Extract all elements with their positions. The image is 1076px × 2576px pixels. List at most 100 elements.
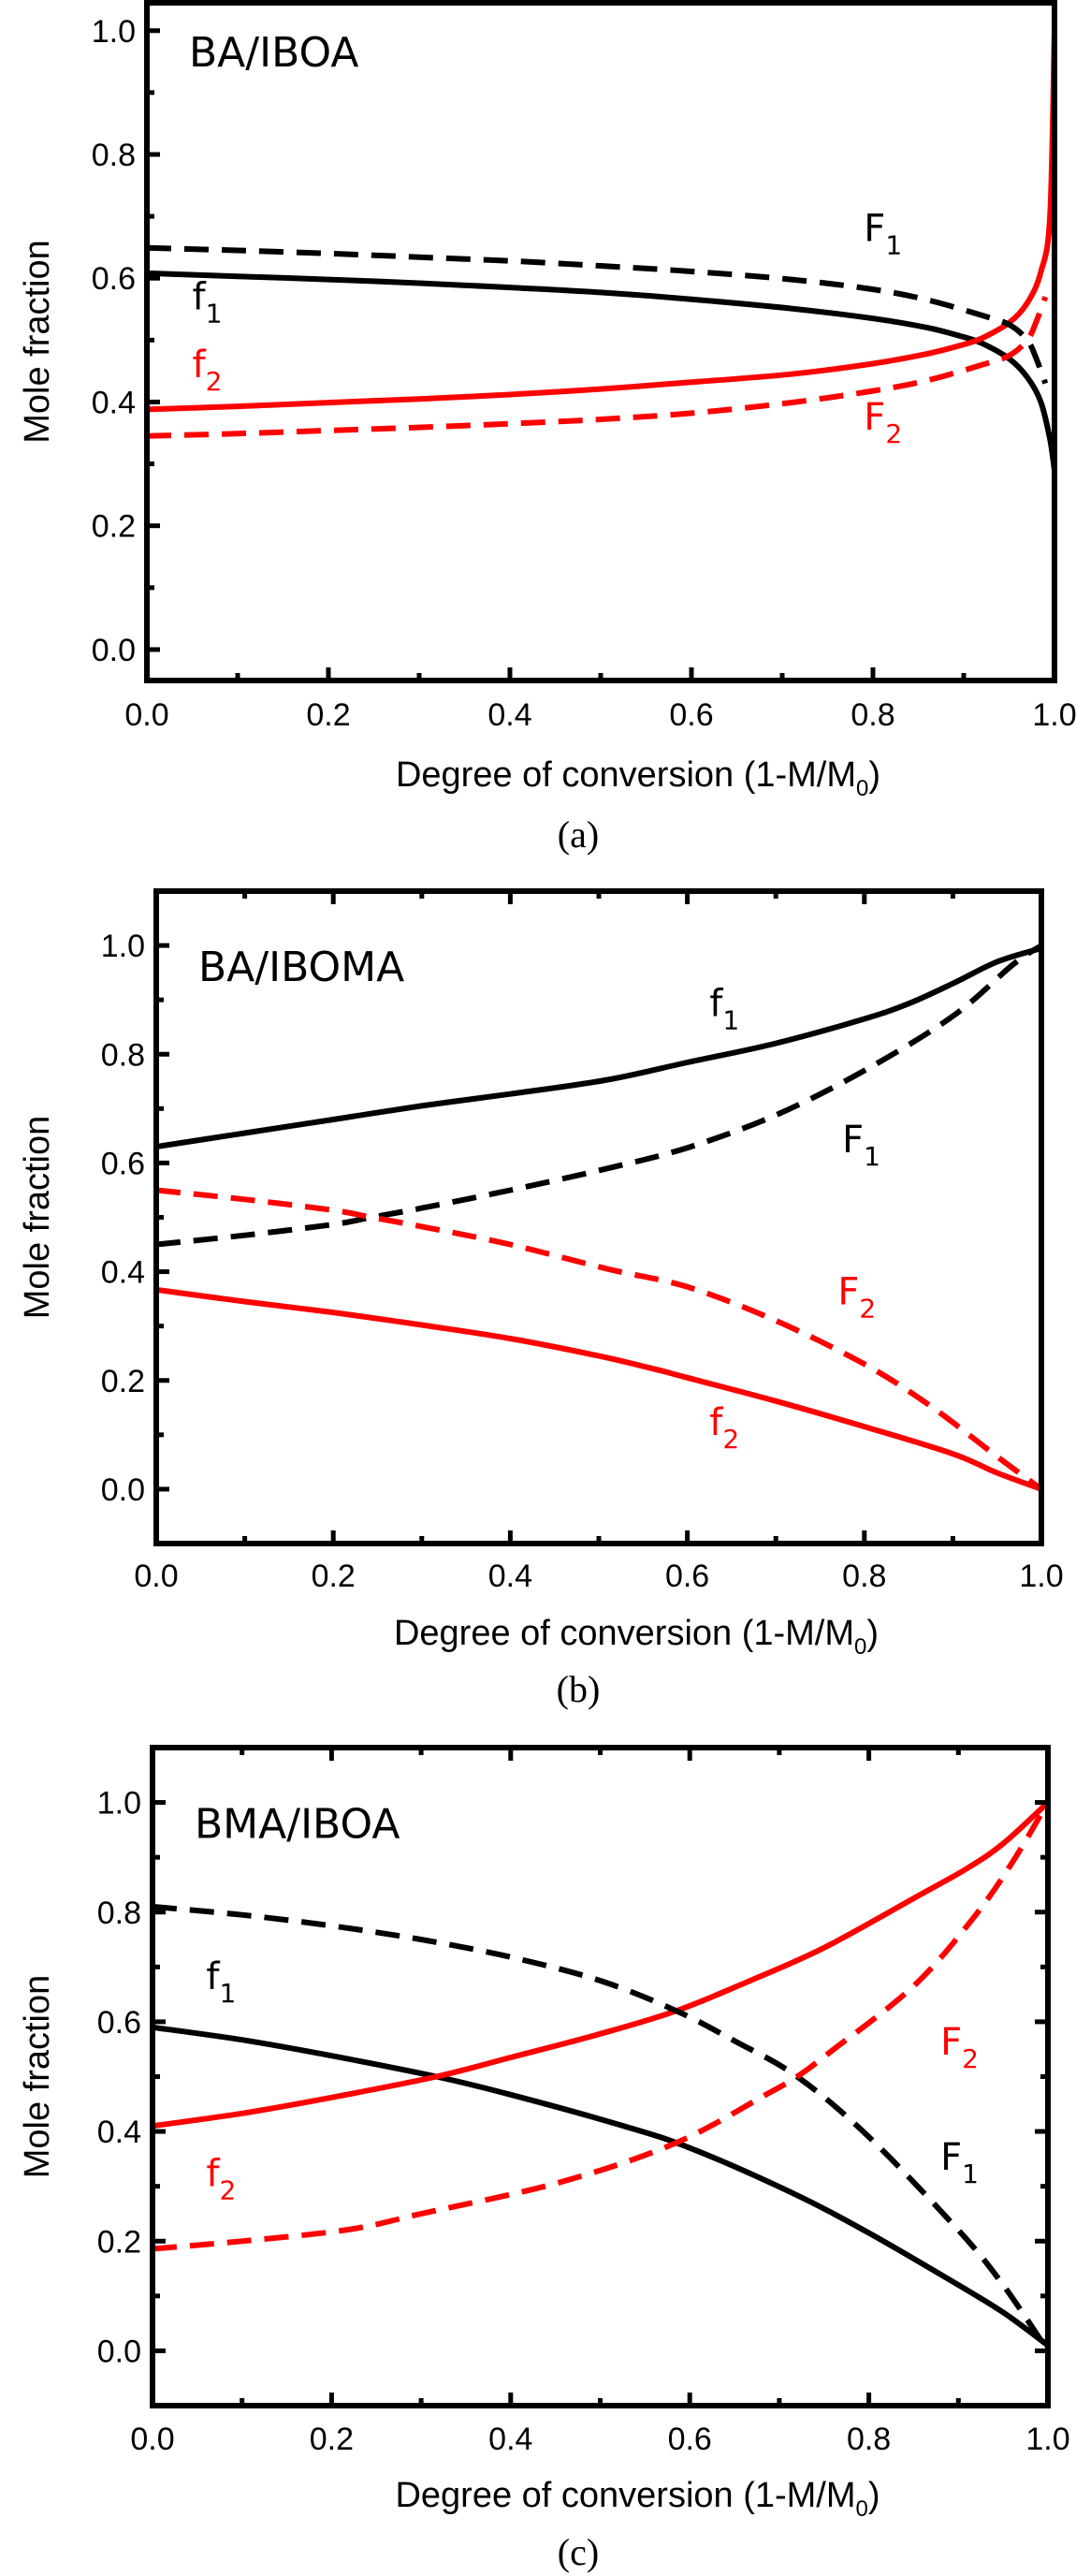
y-tick-label: 1.0 [101, 929, 145, 964]
curves [153, 1800, 1048, 2353]
y-axis-label: Mole fraction [18, 240, 57, 444]
series-F2-line [153, 1801, 1048, 2252]
curve-label-main: F [940, 2136, 962, 2179]
x-tick-label: 0.4 [488, 1559, 532, 1594]
x-axis-label: Degree of conversion (1-M/M0) [394, 1614, 879, 1660]
curve-label-main: f [206, 2153, 220, 2196]
curve-label-f1: f1 [193, 275, 223, 329]
x-axis-label-end: ) [868, 755, 880, 795]
y-tick-label: 0.0 [92, 633, 136, 668]
y-tick-label: 0.6 [92, 261, 136, 297]
curve-label-main: f [206, 1955, 220, 1998]
x-tick-label: 0.4 [487, 697, 531, 733]
curve-label-f2: f2 [193, 344, 223, 397]
curve-label-subscript: 2 [885, 418, 902, 449]
series-f1-line [147, 270, 1054, 471]
y-tick-label: 0.8 [101, 1037, 145, 1073]
x-axis-label-subscript: 0 [854, 1634, 866, 1660]
x-axis-label: Degree of conversion (1-M/M0) [395, 2476, 880, 2522]
x-axis-label-text: Degree of conversion (1-M/M [395, 2476, 855, 2515]
y-tick-label: 0.6 [97, 2005, 141, 2041]
curve-label-subscript: 1 [206, 298, 223, 329]
series-f2-line [153, 1800, 1048, 2130]
panel-title: BA/IBOA [189, 29, 358, 77]
curve-label-main: f [193, 344, 207, 387]
panel-caption: (c) [558, 2531, 599, 2573]
panel-b: 0.0 0.2 0.4 0.6 0.8 1.0 0.0 0.2 0.4 0.6 0.8 1.0 Degr… [18, 888, 1064, 1710]
curve-label-main: f [709, 1401, 723, 1444]
panel-title: BA/IBOMA [198, 944, 404, 991]
x-tick-label: 0.6 [665, 1559, 709, 1594]
x-axis-label-end: ) [866, 1614, 879, 1653]
curve-label-F2: F2 [837, 1270, 876, 1324]
curve-label-subscript: 1 [962, 2159, 979, 2189]
curve-label-subscript: 1 [722, 1005, 739, 1036]
curve-label-subscript: 1 [220, 1978, 237, 2009]
y-tick-label: 0.4 [97, 2115, 141, 2150]
y-tick-label: 0.2 [92, 509, 136, 545]
curve-label-F2: F2 [864, 396, 902, 449]
curve-label-subscript: 2 [220, 2175, 237, 2206]
curve-label-main: f [709, 983, 723, 1026]
x-axis-label-subscript: 0 [856, 776, 868, 801]
curve-label-F1: F1 [940, 2136, 979, 2189]
series-F2-line [156, 1187, 1041, 1492]
curve-label-main: F [842, 1119, 864, 1162]
y-tick-label: 0.2 [97, 2224, 141, 2260]
x-tick-label: 0.4 [488, 2422, 532, 2457]
curve-label-F2: F2 [940, 2021, 979, 2074]
curve-label-subscript: 1 [885, 230, 902, 261]
x-tick-label: 0.8 [851, 697, 894, 733]
x-tick-label: 0.2 [310, 2422, 354, 2457]
panel-title: BMA/IBOA [195, 1801, 400, 1849]
y-axis-label: Mole fraction [18, 1116, 57, 1320]
y-axis-label: Mole fraction [18, 1975, 57, 2179]
curve-label-main: f [193, 275, 207, 318]
y-tick-label: 0.2 [101, 1364, 145, 1399]
panel-caption: (b) [557, 1668, 601, 1710]
curve-label-f2: f2 [206, 2153, 236, 2206]
x-tick-label: 0.0 [134, 1559, 178, 1594]
panel-a: 0.0 0.2 0.4 0.6 0.8 1.0 0.0 0.2 0.4 0.6 0.8 1.0 Degr… [18, 0, 1076, 856]
curve-label-subscript: 2 [962, 2043, 979, 2074]
x-tick-label: 1.0 [1032, 697, 1076, 733]
y-tick-label: 0.6 [101, 1146, 145, 1181]
series-f1-line [156, 945, 1041, 1149]
series-F2-line [147, 296, 1049, 439]
series-F1-line [156, 943, 1041, 1248]
plot-frame [144, 0, 1057, 683]
x-tick-label: 0.6 [668, 2422, 712, 2457]
curve-label-main: F [864, 208, 885, 251]
curve-label-f2: f2 [709, 1401, 739, 1455]
x-axis-label-subscript: 0 [856, 2496, 868, 2522]
x-tick-label: 1.0 [1025, 2422, 1069, 2457]
x-tick-label: 0.6 [669, 697, 713, 733]
x-axis-label-text: Degree of conversion (1-M/M [396, 755, 856, 795]
x-tick-label: 0.8 [847, 2422, 891, 2457]
curve-label-main: F [940, 2021, 962, 2064]
y-tick-label: 0.4 [101, 1255, 145, 1291]
x-tick-label: 0.2 [306, 697, 350, 733]
y-tick-label: 1.0 [92, 14, 136, 50]
curves [156, 943, 1041, 1492]
series-F1-line [153, 1903, 1048, 2353]
panel-caption: (a) [558, 813, 599, 856]
y-tick-label: 0.8 [97, 1895, 141, 1931]
series-f2-line [147, 30, 1054, 413]
x-axis-label-text: Degree of conversion (1-M/M [394, 1614, 854, 1653]
curve-label-subscript: 2 [859, 1293, 876, 1324]
curve-label-subscript: 2 [206, 366, 223, 397]
y-tick-label: 0.0 [101, 1472, 145, 1508]
curve-label-f1: f1 [206, 1955, 236, 2009]
curve-label-f1: f1 [709, 983, 739, 1036]
x-tick-label: 0.0 [124, 697, 168, 733]
x-axis-label: Degree of conversion (1-M/M0) [396, 755, 880, 801]
y-tick-label: 0.0 [97, 2334, 141, 2369]
x-tick-label: 0.8 [842, 1559, 886, 1594]
series-f2-line [156, 1286, 1041, 1492]
panel-c: 0.0 0.2 0.4 0.6 0.8 1.0 0.0 0.2 0.4 0.6 0.8 1.0 Degr… [18, 1745, 1070, 2573]
series-F1-line [147, 244, 1049, 385]
x-tick-label: 0.2 [312, 1559, 356, 1594]
y-tick-label: 0.8 [92, 138, 136, 173]
